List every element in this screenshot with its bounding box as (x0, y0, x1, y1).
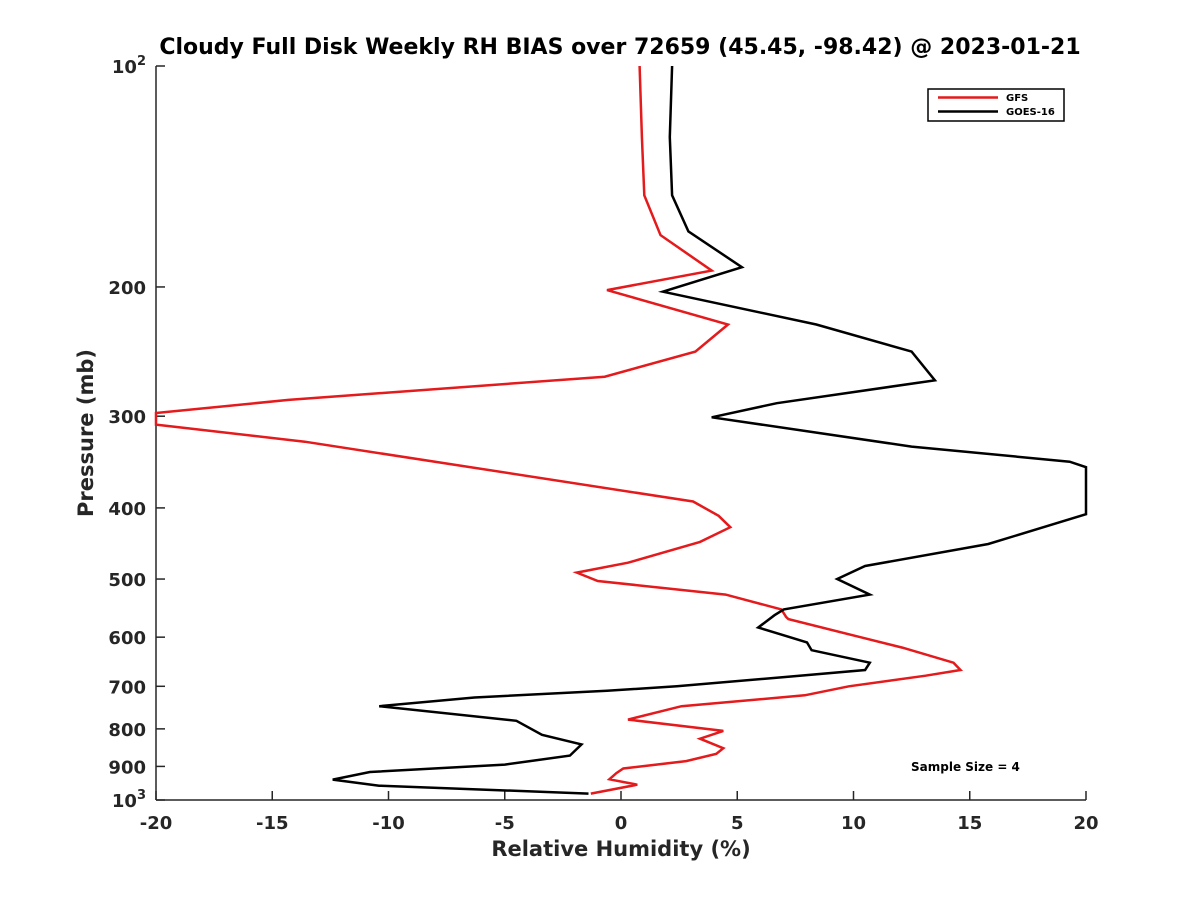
x-tick-label: -5 (495, 813, 515, 834)
chart-title: Cloudy Full Disk Weekly RH BIAS over 726… (159, 35, 1080, 60)
x-tick-label: -20 (140, 813, 173, 834)
x-tick-label: -10 (372, 813, 405, 834)
series-line-gfs (154, 65, 964, 795)
y-tick-label: 300 (108, 407, 146, 428)
y-tick-label: 800 (108, 720, 146, 741)
y-tick-label: 500 (108, 570, 146, 591)
x-tick-label: -15 (256, 813, 289, 834)
x-tick-label: 10 (841, 813, 866, 834)
y-tick-label: 900 (108, 757, 146, 778)
legend-box (927, 88, 1065, 122)
y-tick-label: 700 (108, 677, 146, 698)
x-axis-label: Relative Humidity (%) (491, 837, 750, 861)
sample-size-annotation: Sample Size = 4 (911, 760, 1020, 774)
x-tick-label: 5 (731, 813, 744, 834)
tick-labels: -20 -15 -10 -5 0 5 10 15 20 102 200 300 400 500 600 700… (108, 54, 1098, 834)
x-tick-label: 15 (957, 813, 982, 834)
x-tick-label: 0 (615, 813, 628, 834)
legend-label-goes16: GOES-16 (1006, 107, 1055, 118)
legend-label-gfs: GFS (1006, 93, 1028, 104)
y-tick-label: 200 (108, 278, 146, 299)
series-line-goes16 (332, 65, 1088, 795)
y-axis-label: Pressure (mb) (74, 349, 98, 517)
series-layer (154, 65, 1088, 795)
y-tick-label: 103 (112, 788, 146, 812)
y-tick-label: 400 (108, 499, 146, 520)
plot-area (155, 65, 1087, 801)
y-tick-label: 102 (112, 54, 146, 78)
legend: GFS GOES-16 (927, 88, 1065, 122)
x-tick-label: 20 (1073, 813, 1098, 834)
y-tick-label: 600 (108, 628, 146, 649)
